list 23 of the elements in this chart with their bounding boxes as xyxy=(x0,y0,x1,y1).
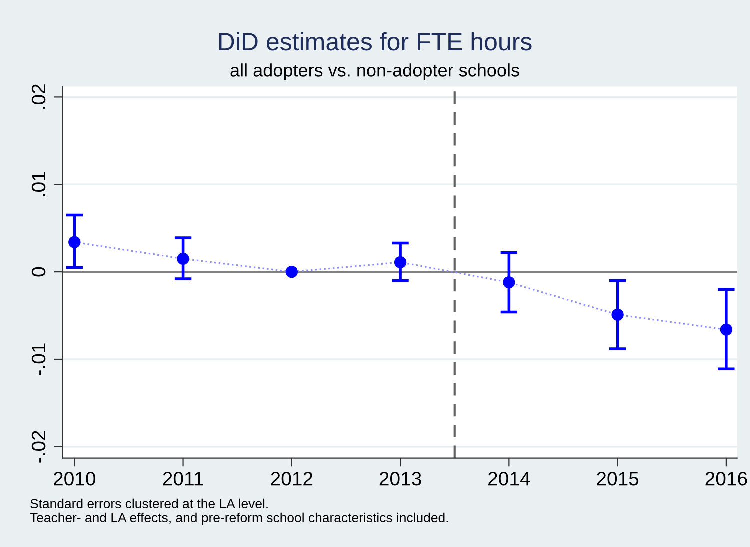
point xyxy=(286,266,298,278)
point xyxy=(68,236,81,248)
point xyxy=(612,308,624,321)
y-tick-label: -.01 xyxy=(32,344,46,376)
chart-subtitle: all adopters vs. non-adopter schools xyxy=(230,64,520,80)
x-tick-label: 2015 xyxy=(597,472,639,486)
x-tick-label: 2014 xyxy=(488,472,530,486)
text: Teacher- and LA effects, and pre-reform school characteristics included. xyxy=(30,512,448,526)
y-tick-label: .02 xyxy=(32,84,46,109)
y-tick-label: -.02 xyxy=(32,431,46,463)
x-tick-label: 2012 xyxy=(271,472,313,486)
x-tick-label: 2013 xyxy=(380,472,422,486)
point xyxy=(720,324,733,336)
chart-title: DiD estimates for FTE hours xyxy=(219,32,532,51)
x-tick-label: 2011 xyxy=(163,472,204,486)
y-tick-label: 0 xyxy=(32,267,46,277)
point xyxy=(394,256,407,269)
point xyxy=(177,252,190,266)
x-tick-label: 2010 xyxy=(54,472,96,486)
x-tick-label: 2016 xyxy=(706,472,748,486)
y-tick-label: .01 xyxy=(32,172,46,196)
point xyxy=(503,276,516,289)
text: Standard errors clustered at the LA level. xyxy=(30,498,268,509)
